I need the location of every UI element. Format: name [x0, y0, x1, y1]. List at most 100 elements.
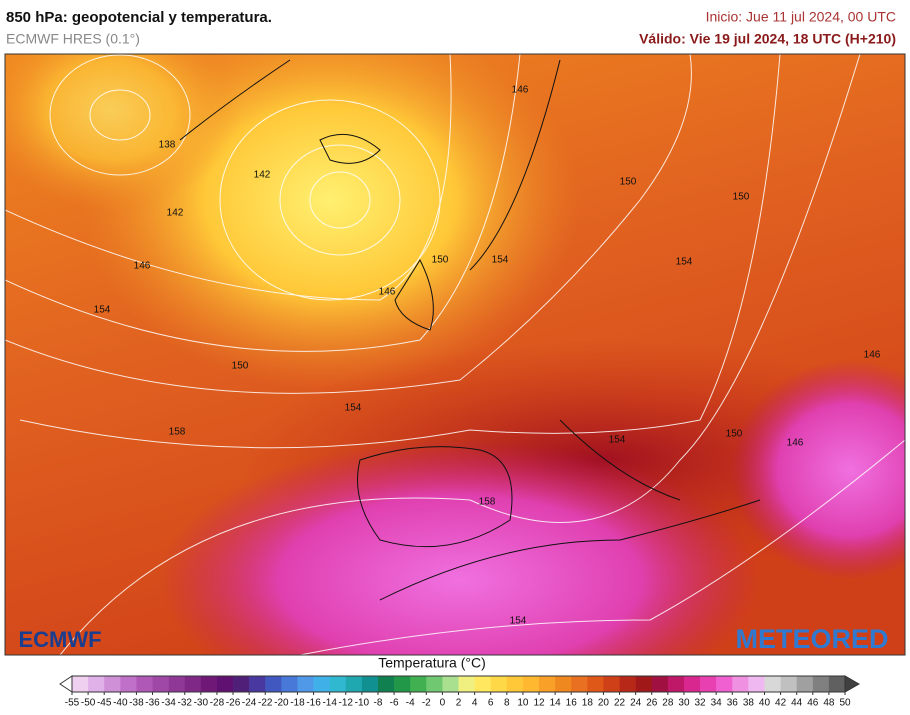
legend-title: Temperatura (°C) — [378, 655, 486, 671]
contour-label: 138 — [159, 140, 176, 151]
contour-label: 154 — [94, 305, 111, 316]
legend-tick-label: 4 — [472, 698, 478, 709]
legend-tick-label: -14 — [322, 698, 337, 709]
init-time: Inicio: Jue 11 jul 2024, 00 UTC — [706, 9, 896, 25]
contour-label: 154 — [492, 255, 509, 266]
map: 146 138 142 150 150 142 150 154 154 146 146 154 150 1… — [5, 54, 905, 655]
contour-label: 150 — [620, 177, 637, 188]
legend-swatch — [732, 676, 749, 692]
legend-tick-label: -55 — [65, 698, 80, 709]
legend-swatch — [329, 676, 347, 692]
legend-swatch — [506, 676, 524, 692]
legend-tick-label: -38 — [129, 698, 144, 709]
legend-swatch — [748, 676, 765, 692]
legend-swatch — [587, 676, 604, 692]
legend-tick-label: 38 — [743, 698, 755, 709]
legend-tick-label: 42 — [775, 698, 787, 709]
legend-swatch — [249, 676, 266, 692]
title: 850 hPa: geopotencial y temperatura. — [6, 9, 272, 26]
legend-tick-label: -18 — [290, 698, 305, 709]
contour-label: 150 — [432, 255, 449, 266]
legend-tick-label: 32 — [695, 698, 707, 709]
legend-swatch — [796, 676, 814, 692]
coastlines — [179, 59, 761, 601]
contour-label: 142 — [254, 170, 271, 181]
legend-tick-label: 48 — [823, 698, 835, 709]
legend-tick-label: -30 — [194, 698, 209, 709]
legend-swatch — [828, 676, 846, 692]
legend-swatch — [635, 676, 653, 692]
legend-tick-label: -8 — [374, 698, 383, 709]
meteored-logo: METEORED — [735, 624, 888, 654]
legend-swatch — [120, 676, 137, 692]
legend-tick-label: -10 — [355, 698, 370, 709]
legend-tick-label: -6 — [390, 698, 399, 709]
legend-swatch — [490, 676, 508, 692]
legend-tick-label: 44 — [791, 698, 803, 709]
legend-max-arrow — [844, 675, 861, 693]
legend-swatch — [184, 676, 202, 692]
legend-swatch — [200, 676, 218, 692]
ecmwf-logo: ECMWF — [18, 627, 101, 652]
legend-tick-label: 2 — [456, 698, 462, 709]
legend-tick-label: -22 — [258, 698, 273, 709]
map-frame — [4, 53, 906, 656]
contour-label: 146 — [379, 287, 396, 298]
legend-swatch — [603, 676, 620, 692]
legend-tick-label: 50 — [839, 698, 851, 709]
legend-tick-label: 46 — [807, 698, 819, 709]
legend-swatch — [716, 676, 733, 692]
legend-min-arrow — [59, 675, 73, 693]
legend-tick-label: -16 — [306, 698, 321, 709]
contour-label: 154 — [510, 616, 527, 627]
legend-tick-label: -45 — [97, 698, 112, 709]
legend-swatch — [410, 676, 427, 692]
legend-swatch — [555, 676, 572, 692]
contour-label: 154 — [609, 435, 626, 446]
legend-swatch — [458, 676, 475, 692]
legend-swatch — [377, 676, 395, 692]
legend-swatch — [265, 676, 282, 692]
legend-tick-label: 0 — [440, 698, 446, 709]
legend-tick-label: -40 — [113, 698, 128, 709]
legend-swatch — [683, 676, 701, 692]
legend-tick-label: -12 — [339, 698, 354, 709]
legend-swatch — [442, 676, 459, 692]
contour-label: 146 — [512, 85, 529, 96]
hot-blob — [730, 360, 905, 580]
legend-swatch — [474, 676, 492, 692]
model: ECMWF HRES (0.1°) — [6, 31, 140, 47]
legend-tick-label: 34 — [711, 698, 723, 709]
contour-label: 150 — [733, 192, 750, 203]
legend-tick-label: 36 — [727, 698, 739, 709]
contour-label: 154 — [345, 403, 362, 414]
legend-tick-label: 14 — [550, 698, 562, 709]
legend-swatch — [88, 676, 105, 692]
legend-tick-label: 8 — [504, 698, 510, 709]
legend-tick-label: 18 — [582, 698, 594, 709]
legend-swatch — [168, 676, 186, 692]
legend-tick-label: 24 — [630, 698, 642, 709]
legend-swatch — [233, 676, 250, 692]
legend-tick-label: -32 — [178, 698, 193, 709]
contour-label: 154 — [676, 257, 693, 268]
legend-swatch — [812, 676, 830, 692]
contour-label: 146 — [134, 261, 151, 272]
legend-tick-label: -24 — [242, 698, 257, 709]
legend-swatch — [539, 676, 556, 692]
legend-tick-label: -34 — [161, 698, 176, 709]
legend-tick-label: 10 — [517, 698, 529, 709]
legend-swatch — [281, 676, 298, 692]
legend-tick-label: 12 — [533, 698, 545, 709]
contour-label: 150 — [232, 361, 249, 372]
legend-swatch — [345, 676, 363, 692]
legend-swatch — [152, 676, 169, 692]
legend-swatch — [667, 676, 685, 692]
legend-swatch — [297, 676, 314, 692]
contours — [5, 54, 905, 655]
legend-swatch — [104, 676, 121, 692]
legend-swatch — [780, 676, 797, 692]
legend-swatch — [700, 676, 717, 692]
legend-swatch — [313, 676, 330, 692]
legend-tick-label: 16 — [566, 698, 578, 709]
